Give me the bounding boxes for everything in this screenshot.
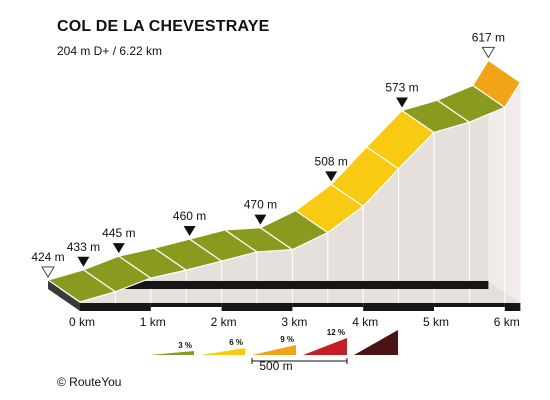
profile-base	[48, 281, 521, 311]
waypoint-arrow-icon	[183, 226, 196, 237]
routeyou-credit: © RouteYou	[57, 375, 122, 389]
legend-gradient-label: 3 %	[178, 341, 192, 350]
base-km-band	[292, 303, 364, 307]
waypoint-open-arrow-icon	[481, 46, 496, 59]
waypoint-arrow-icon	[112, 243, 125, 254]
legend-gradient-swatch	[303, 338, 347, 355]
legend-gradient-label: 6 %	[229, 338, 243, 347]
elevation-markers	[41, 46, 496, 278]
scale-bar-label: 500 m	[259, 359, 292, 373]
gradient-legend: 3 % 6 % 9 % 12 % 500 m	[150, 328, 398, 373]
gradient-segment	[472, 59, 521, 109]
distance-label: 0 km	[69, 315, 95, 329]
elevation-label: 460 m	[173, 209, 206, 223]
base-km-band	[150, 303, 222, 307]
back-base-band	[48, 281, 489, 289]
elevation-label: 445 m	[102, 226, 135, 240]
elevation-label: 508 m	[315, 154, 348, 168]
base-km-band	[504, 303, 521, 311]
distance-label: 3 km	[281, 315, 307, 329]
distance-labels: 0 km 1 km 2 km 3 km 4 km 5 km 6 km	[69, 315, 520, 329]
waypoint-arrow-icon	[77, 256, 90, 267]
chart-title: COL DE LA CHEVESTRAYE	[57, 18, 270, 35]
base-km-band	[221, 303, 293, 311]
legend-gradient-swatch	[354, 330, 398, 355]
base-km-band	[363, 303, 434, 311]
elevation-label: 433 m	[67, 240, 100, 254]
base-left-bevel	[48, 281, 80, 311]
elevation-label: 470 m	[244, 198, 277, 212]
base-km-band	[80, 303, 151, 311]
waypoint-arrow-icon	[396, 97, 408, 108]
waypoint-open-arrow-icon	[41, 266, 55, 278]
legend-gradient-swatch	[150, 351, 194, 355]
profile-side-wall	[48, 60, 521, 304]
distance-label: 4 km	[352, 315, 378, 329]
legend-gradient-swatch	[201, 348, 245, 355]
waypoint-arrow-icon	[325, 171, 338, 182]
distance-label: 5 km	[423, 315, 449, 329]
chart-subtitle: 204 m D+ / 6.22 km	[57, 44, 163, 58]
base-km-band	[434, 303, 505, 307]
waypoint-arrow-icon	[254, 214, 267, 225]
legend-gradient-swatch	[252, 345, 296, 355]
gradient-segments	[47, 59, 521, 303]
legend-gradient-label: 9 %	[280, 335, 294, 344]
legend-gradient-label: 12 %	[327, 328, 345, 337]
elevation-label: 424 m	[31, 250, 64, 264]
distance-label: 2 km	[211, 315, 237, 329]
side-wall-face	[80, 82, 521, 303]
elevation-label: 617 m	[472, 30, 505, 44]
distance-label: 6 km	[494, 315, 520, 329]
elevation-label: 573 m	[385, 80, 418, 94]
distance-label: 1 km	[140, 315, 166, 329]
